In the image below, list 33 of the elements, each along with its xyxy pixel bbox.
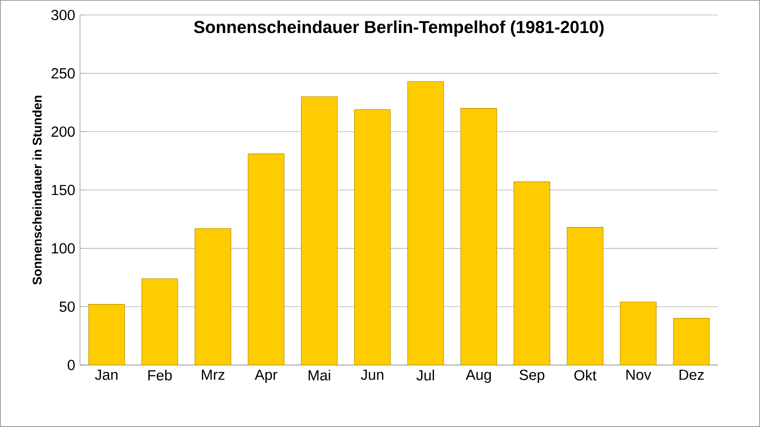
- bar: [88, 304, 125, 365]
- x-tick-label: Feb: [148, 370, 172, 380]
- x-tick-label: Mai: [308, 370, 330, 380]
- bar: [620, 302, 657, 365]
- bar: [300, 96, 338, 365]
- y-tick-label: 150: [52, 184, 75, 196]
- x-tick-label: Jun: [360, 370, 384, 380]
- y-tick-label: 200: [52, 126, 75, 137]
- y-tick-label: 300: [51, 10, 75, 20]
- x-tick-label: Sep: [520, 370, 544, 383]
- bar: [141, 278, 178, 365]
- bar: [248, 154, 284, 365]
- chart-title: Sonnenscheindauer Berlin-Tempelhof (1981-2010): [194, 20, 604, 37]
- x-tick-label: Jul: [416, 370, 434, 380]
- bar: [566, 227, 604, 365]
- y-tick-label: 250: [52, 68, 75, 79]
- y-tick-label: 50: [60, 301, 75, 312]
- bar: [407, 81, 444, 365]
- bar: [514, 182, 550, 365]
- x-tick-label: Dez: [680, 370, 704, 380]
- bar: [460, 108, 498, 365]
- y-tick-label: 0: [68, 360, 75, 370]
- y-axis-title: Sonnenscheindauer in Stunden: [32, 96, 42, 285]
- x-tick-label: Mrz: [202, 370, 224, 380]
- bar: [194, 228, 232, 365]
- x-tick-label: Aug: [466, 370, 491, 383]
- x-tick-label: Jan: [95, 370, 118, 380]
- bar: [354, 109, 391, 365]
- x-tick-label: Nov: [626, 370, 652, 380]
- x-tick-label: Okt: [574, 370, 596, 380]
- y-tick-label: 100: [52, 243, 75, 254]
- bar: [673, 318, 710, 365]
- x-tick-label: Apr: [254, 370, 278, 383]
